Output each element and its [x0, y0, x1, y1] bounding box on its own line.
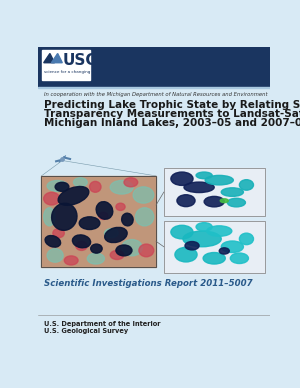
Ellipse shape [110, 180, 133, 194]
Bar [164, 221, 265, 273]
Ellipse shape [196, 172, 212, 179]
Ellipse shape [58, 187, 89, 205]
Ellipse shape [183, 231, 221, 247]
Bar [164, 168, 265, 216]
Bar [41, 176, 156, 267]
Ellipse shape [89, 181, 101, 192]
Ellipse shape [203, 253, 225, 264]
Bar [164, 221, 265, 273]
Ellipse shape [124, 178, 138, 187]
Ellipse shape [122, 213, 133, 226]
Ellipse shape [53, 229, 64, 238]
Ellipse shape [171, 225, 193, 239]
Ellipse shape [171, 172, 193, 185]
Ellipse shape [47, 249, 63, 262]
Ellipse shape [96, 202, 113, 219]
Text: USGS: USGS [62, 53, 109, 68]
Ellipse shape [185, 241, 199, 250]
Ellipse shape [55, 182, 69, 191]
Ellipse shape [221, 188, 243, 196]
Text: In cooperation with the Michigan Department of Natural Resources and Environment: In cooperation with the Michigan Departm… [44, 92, 267, 97]
Ellipse shape [227, 198, 245, 207]
Bar [42, 50, 90, 80]
Bar [164, 168, 265, 216]
Ellipse shape [64, 256, 78, 265]
Ellipse shape [239, 233, 254, 245]
Text: U.S. Geological Survey: U.S. Geological Survey [44, 327, 128, 334]
Ellipse shape [44, 192, 60, 205]
Ellipse shape [230, 253, 248, 263]
Ellipse shape [184, 182, 214, 192]
Point [60, 156, 65, 162]
Ellipse shape [44, 208, 55, 226]
Ellipse shape [47, 180, 68, 191]
Polygon shape [44, 54, 55, 63]
Ellipse shape [122, 239, 142, 256]
Text: U.S. Department of the Interior: U.S. Department of the Interior [44, 320, 160, 327]
Ellipse shape [221, 241, 243, 253]
Text: science for a changing world: science for a changing world [44, 70, 103, 74]
Text: Michigan Inland Lakes, 2003–05 and 2007–08: Michigan Inland Lakes, 2003–05 and 2007–… [44, 118, 300, 128]
Bar [41, 176, 156, 267]
Ellipse shape [99, 212, 108, 220]
Ellipse shape [205, 175, 233, 185]
Ellipse shape [220, 199, 228, 203]
Ellipse shape [239, 180, 254, 190]
Ellipse shape [104, 229, 118, 238]
Ellipse shape [74, 178, 87, 187]
Ellipse shape [116, 203, 125, 210]
Ellipse shape [72, 235, 91, 248]
Ellipse shape [207, 226, 232, 236]
Ellipse shape [133, 187, 154, 203]
Ellipse shape [177, 195, 195, 207]
Ellipse shape [105, 227, 127, 242]
Text: Transparency Measurements to Landsat-Satellite Imagery for: Transparency Measurements to Landsat-Sat… [44, 109, 300, 120]
Ellipse shape [135, 208, 154, 226]
Ellipse shape [91, 244, 102, 253]
Bar [38, 87, 270, 88]
Ellipse shape [87, 253, 104, 264]
Ellipse shape [219, 248, 229, 254]
Text: Scientific Investigations Report 2011–5007: Scientific Investigations Report 2011–50… [44, 279, 252, 288]
Ellipse shape [79, 217, 100, 230]
Ellipse shape [196, 223, 212, 231]
Ellipse shape [175, 247, 197, 262]
Text: Predicting Lake Trophic State by Relating Secchi-Disk: Predicting Lake Trophic State by Relatin… [44, 100, 300, 111]
Polygon shape [52, 54, 62, 63]
Ellipse shape [52, 203, 77, 230]
Ellipse shape [110, 250, 124, 260]
Ellipse shape [116, 245, 132, 256]
Ellipse shape [139, 244, 154, 257]
Ellipse shape [204, 196, 224, 207]
Ellipse shape [45, 236, 61, 247]
Ellipse shape [76, 241, 87, 250]
Bar [38, 47, 270, 87]
